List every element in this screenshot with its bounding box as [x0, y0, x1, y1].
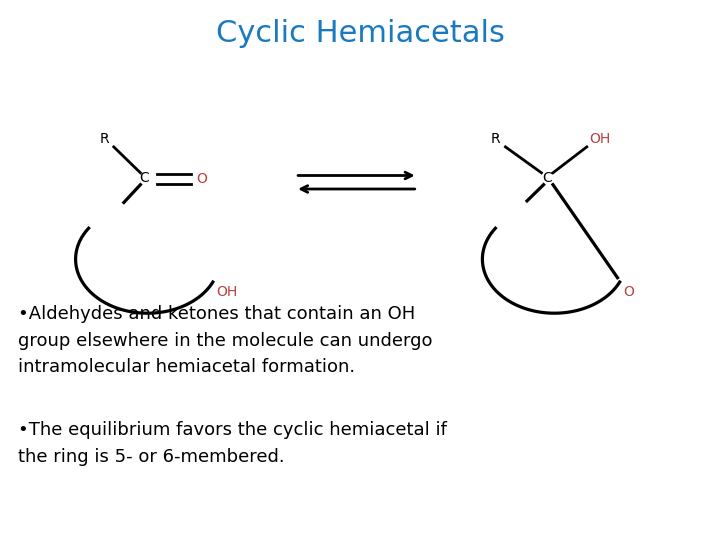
Text: OH: OH: [589, 132, 611, 146]
Text: •Aldehydes and ketones that contain an OH
group elsewhere in the molecule can un: •Aldehydes and ketones that contain an O…: [18, 305, 433, 376]
Text: C: C: [542, 171, 552, 185]
Text: O: O: [624, 285, 634, 299]
Text: R: R: [99, 132, 109, 146]
Text: Cyclic Hemiacetals: Cyclic Hemiacetals: [215, 19, 505, 48]
Text: R: R: [490, 132, 500, 146]
Text: O: O: [197, 172, 207, 186]
Text: C: C: [139, 171, 149, 185]
Text: •The equilibrium favors the cyclic hemiacetal if
the ring is 5- or 6-membered.: •The equilibrium favors the cyclic hemia…: [18, 421, 447, 465]
Text: OH: OH: [217, 285, 238, 299]
